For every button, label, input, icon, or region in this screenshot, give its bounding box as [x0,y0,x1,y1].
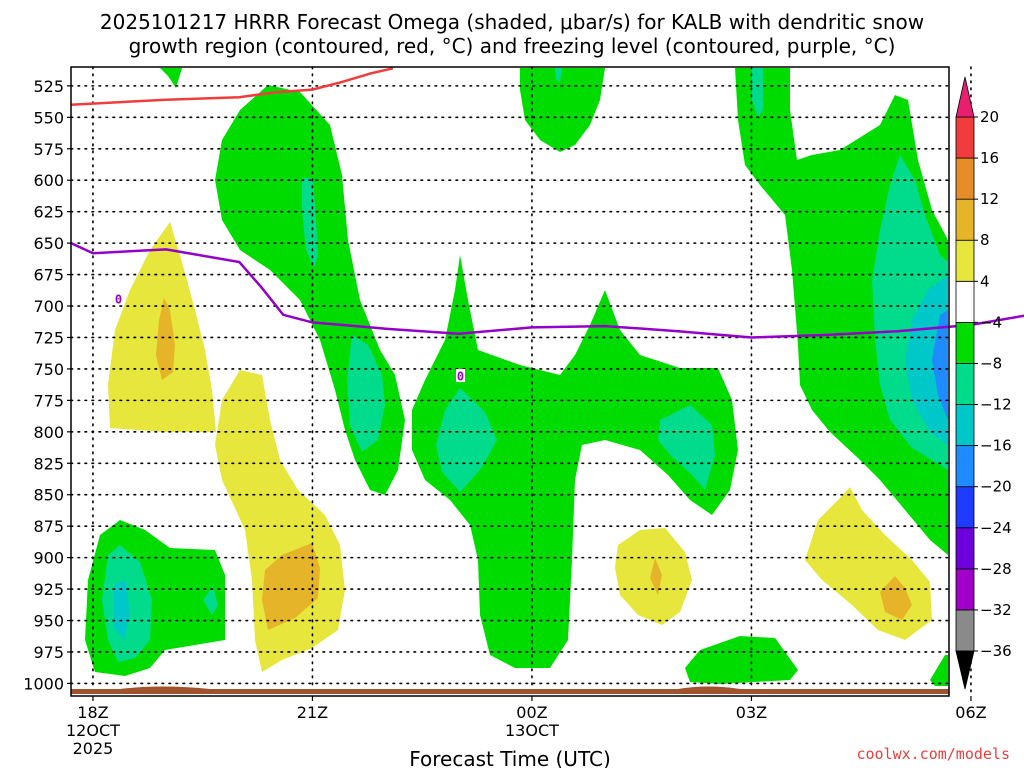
colorbar-label: 20 [980,108,999,126]
colorbar-swatch [955,321,975,364]
x-tick-date: 12OCT [66,721,120,740]
y-tick-label: 550 [33,108,64,127]
colorbar-swatch [955,609,975,652]
omega-region-orange [262,543,320,630]
y-tick-label: 750 [33,360,64,379]
colorbar-swatch [955,280,975,323]
omega-region-teal [555,68,562,82]
dgz-contour-line [70,67,394,106]
colorbar-swatch [955,486,975,529]
ground-strip [71,686,949,694]
y-tick-label: 975 [33,643,64,662]
colorbar-label: −20 [980,478,1012,496]
chart-title-line1: 2025101217 HRRR Forecast Omega (shaded, … [100,10,924,34]
colorbar-swatch [955,527,975,570]
colorbar-label: −4 [980,313,1002,331]
omega-region-green [685,636,798,684]
omega-region-blue [932,310,948,420]
omega-region-teal [436,388,497,492]
y-tick-label: 900 [33,549,64,568]
freezing-level-label-1: 0 [114,292,123,307]
x-tick-date: 13OCT [505,721,559,740]
omega-region-teal [347,335,385,452]
colorbar-label: −24 [980,519,1012,537]
colorbar-swatch [955,198,975,241]
x-tick-label: 00Z [516,703,547,722]
y-tick-label: 675 [33,266,64,285]
omega-region-green [412,255,738,668]
colorbar-label: 12 [980,190,999,208]
colorbar: 20 16 12 8 4 −4 −8 −12 −16 −20 −24 −28 −32 −36 [955,76,1012,690]
x-tick-year: 2025 [73,739,114,758]
colorbar-label: 4 [980,272,990,290]
plot-frame [70,66,950,697]
credit-text: coolwx.com/models [856,745,1010,763]
x-tick-label: 06Z [955,703,986,722]
x-tick-label: 18Z [77,703,108,722]
omega-region-teal [752,68,763,118]
omega-region-green [160,68,182,88]
omega-region-teal [302,178,318,268]
y-tick-label: 600 [33,171,64,190]
omega-region-green [520,68,605,152]
omega-region-teal [203,586,218,615]
colorbar-swatch [955,363,975,405]
freezing-level-label-text: 0 [115,293,122,307]
colorbar-swatch [955,404,975,447]
x-axis: 18Z12OCT202521Z00Z13OCT03Z06Z09Z [66,696,987,758]
freezing-level-label-text: 0 [457,370,464,384]
y-tick-label: 725 [33,328,64,347]
colorbar-label: −16 [980,437,1012,455]
colorbar-swatch-bottom [955,650,975,690]
y-tick-label: 525 [33,77,64,96]
freezing-level-label-2: 0 [456,369,465,384]
y-tick-label: 700 [33,297,64,316]
y-tick-label: 625 [33,203,64,222]
omega-region-cyan [905,275,948,445]
y-axis: 525 550 575 600 625 650 675 700 725 750 775 800 825 8… [23,77,71,693]
y-tick-label: 925 [33,580,64,599]
omega-region-orange [650,558,662,595]
colorbar-label: −8 [980,354,1002,372]
x-axis-label: Forecast Time (UTC) [409,747,611,768]
y-tick-label: 575 [33,140,64,159]
colorbar-label: −12 [980,396,1012,414]
colorbar-label: −32 [980,601,1012,619]
y-tick-label: 775 [33,391,64,410]
omega-region-orange [880,576,912,620]
colorbar-label: 16 [980,149,999,167]
colorbar-label: −28 [980,560,1012,578]
y-tick-label: 800 [33,423,64,442]
x-tick-label: 21Z [297,703,328,722]
grid-lines [70,66,972,697]
y-tick-label: 825 [33,454,64,473]
colorbar-swatch [955,116,975,159]
colorbar-swatch [955,157,975,200]
freezing-level-line [70,241,1024,339]
colorbar-label: 8 [980,231,990,249]
colorbar-swatch [955,568,975,611]
colorbar-swatch [955,445,975,488]
chart-title-line2: growth region (contoured, red, °C) and f… [129,34,896,58]
colorbar-label: −36 [980,642,1012,660]
omega-region-teal [658,405,715,490]
x-tick-label: 03Z [736,703,767,722]
omega-region-cyan [114,580,130,640]
y-tick-label: 650 [33,234,64,253]
colorbar-swatch [955,239,975,282]
omega-shading [85,68,948,686]
omega-region-green [930,655,948,686]
y-tick-label: 875 [33,517,64,536]
y-tick-label: 1000 [23,674,64,693]
omega-region-orange [156,298,175,380]
y-tick-label: 850 [33,486,64,505]
y-tick-label: 950 [33,612,64,631]
colorbar-swatch-top [955,76,975,118]
plot-area: 0 0 [70,66,1024,697]
